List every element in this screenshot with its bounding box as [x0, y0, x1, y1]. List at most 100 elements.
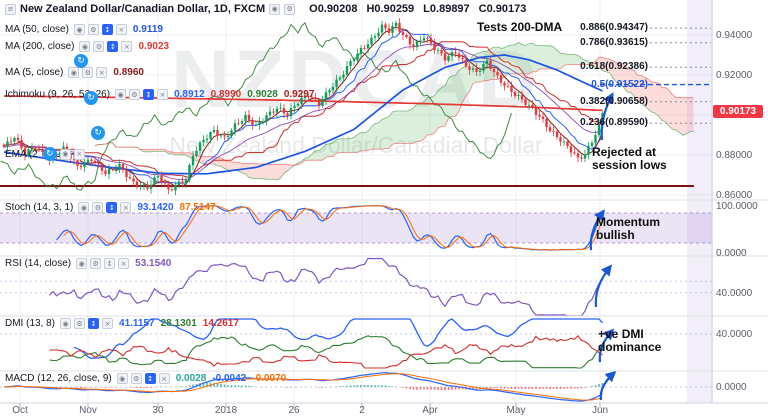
last-price-badge: 0.90173 [713, 104, 763, 118]
eye-icon[interactable]: ◉ [73, 24, 85, 35]
indicator-label[interactable]: MA (5, close) [5, 67, 64, 78]
arrows-icon[interactable]: ↕ [107, 41, 119, 52]
indicator-legend-ma200: MA (200, close) ◉ ⚙ ↕ × 0.9023 [5, 41, 169, 52]
indicator-label[interactable]: Stoch (14, 3, 1) [5, 202, 74, 213]
arrows-icon[interactable]: ↕ [144, 373, 156, 384]
refresh-icon[interactable]: ↻ [74, 54, 88, 68]
close-icon[interactable]: × [120, 202, 132, 213]
settings-icon[interactable]: ⚙ [93, 41, 105, 52]
ohlc-open-label: O [309, 3, 318, 15]
arrows-icon[interactable]: ↕ [88, 318, 100, 329]
fib-label[interactable]: 0.236(0.89590) [580, 117, 648, 129]
arrows-icon[interactable]: ↕ [143, 89, 155, 100]
eye-icon[interactable]: ◉ [269, 3, 281, 15]
annotation-line: bullish [596, 228, 635, 242]
indicator-value: 53.1540 [135, 258, 172, 269]
settings-icon[interactable]: ⚙ [82, 67, 94, 78]
eye-icon[interactable]: ◉ [59, 148, 71, 160]
ohlc-high-label: H [366, 3, 375, 15]
eye-icon[interactable]: ◉ [78, 202, 90, 213]
refresh-icon[interactable]: ↻ [91, 126, 105, 140]
time-axis-label: 2 [359, 405, 365, 416]
close-icon[interactable]: × [158, 373, 170, 384]
indicator-label[interactable]: MA (200, close) [5, 41, 75, 52]
close-icon[interactable]: × [121, 41, 133, 52]
time-axis[interactable]: Oct Nov 30 2018 26 2 Apr May Jun [0, 405, 768, 419]
eye-icon[interactable]: ◉ [115, 89, 127, 100]
indicator-value: 0.9119 [132, 24, 163, 35]
arrows-icon[interactable]: ↕ [104, 258, 116, 269]
symbol-title[interactable]: New Zealand Dollar/Canadian Dollar, 1D, … [20, 3, 266, 15]
price-axis-label: 0.94000 [716, 30, 753, 41]
time-axis-label: Oct [12, 405, 28, 416]
ohlc-low: L0.89897 [423, 3, 470, 15]
settings-icon[interactable]: ⚙ [74, 318, 86, 329]
indicator-label[interactable]: Ichimoku (9, 26, 52, 26) [5, 89, 111, 100]
eye-icon[interactable]: ◉ [116, 373, 128, 384]
close-icon[interactable]: × [102, 318, 114, 329]
eye-icon[interactable]: ◉ [60, 318, 72, 329]
eye-icon[interactable]: ◉ [79, 41, 91, 52]
eye-icon[interactable]: ◉ [76, 258, 88, 269]
annotation-rejected-session-lows[interactable]: Rejected at session lows [592, 146, 667, 172]
indicator-legend-dmi: DMI (13, 8) ◉ ⚙ ↕ × 41.1157 28.1301 14.2… [5, 318, 239, 329]
settings-icon[interactable]: ⚙ [90, 258, 102, 269]
indicator-value: 87.5147 [179, 202, 216, 213]
fib-label[interactable]: 0.5(0.91522) [591, 78, 648, 90]
ohlc-open: O0.90208 [309, 3, 357, 15]
close-icon[interactable]: × [115, 24, 127, 35]
time-axis-label: 30 [152, 405, 164, 416]
ohlc-close-value: 0.90173 [486, 3, 527, 15]
indicator-value: -0.0042 [212, 373, 247, 384]
ohlc-low-value: 0.89897 [429, 3, 470, 15]
arrows-icon[interactable]: ↕ [106, 202, 118, 213]
arrows-icon[interactable]: ↕ [101, 24, 113, 35]
indicator-value: 14.2617 [202, 318, 239, 329]
fib-label[interactable]: 0.382(0.90658) [580, 95, 648, 107]
indicator-legend-rsi: RSI (14, close) ◉ ⚙ ↕ × 53.1540 [5, 258, 171, 269]
close-icon[interactable]: × [157, 89, 169, 100]
close-icon[interactable]: × [73, 148, 85, 160]
annotation-momentum-bullish[interactable]: Momentum bullish [596, 216, 660, 242]
indicator-label[interactable]: RSI (14, close) [5, 258, 72, 269]
annotation-line: +ve DMI [598, 327, 644, 341]
indicator-label[interactable]: MACD (12, 26, close, 9) [5, 373, 112, 384]
settings-icon[interactable]: ⚙ [130, 373, 142, 384]
close-icon[interactable]: × [96, 67, 108, 78]
ohlc-close: C0.90173 [479, 3, 527, 15]
indicator-legend-stoch: Stoch (14, 3, 1) ◉ ⚙ ↕ × 93.1420 87.5147 [5, 202, 216, 213]
ohlc-high-value: 0.90259 [374, 3, 415, 15]
ohlc-high: H0.90259 [366, 3, 414, 15]
price-axis-label: 0.88000 [716, 150, 753, 161]
indicator-value: 0.8960 [113, 67, 144, 78]
fib-label[interactable]: 0.618(0.92386) [580, 61, 648, 73]
annotation-line: dominance [598, 340, 662, 354]
ohlc-readout: O0.90208 H0.90259 L0.89897 C0.90173 [309, 3, 526, 15]
eye-icon[interactable]: ◉ [68, 67, 80, 78]
indicator-label[interactable]: MA (50, close) [5, 24, 69, 35]
indicator-legend-ichimoku: Ichimoku (9, 26, 52, 26) ◉ ⚙ ↕ × 0.8912 … [5, 89, 314, 100]
ohlc-low-label: L [423, 3, 430, 15]
price-axis[interactable]: 0.94000 0.92000 0.88000 0.86000 0.90173 … [712, 0, 768, 403]
refresh-icon[interactable]: ↻ [84, 91, 98, 105]
settings-icon[interactable]: ⚙ [92, 202, 104, 213]
fib-label[interactable]: 0.786(0.93615) [580, 36, 648, 48]
close-icon[interactable]: × [118, 258, 130, 269]
indicator-label[interactable]: DMI (13, 8) [5, 318, 56, 329]
indicator-value: 0.9028 [247, 89, 278, 100]
annotation-dmi-dominance[interactable]: +ve DMI dominance [598, 328, 661, 354]
time-axis-label: 2018 [214, 405, 238, 416]
indicator-value: 0.9023 [138, 41, 170, 52]
indicator-label[interactable]: EMA (2 [5, 148, 38, 160]
settings-icon[interactable]: ⚙ [87, 24, 99, 35]
fib-label[interactable]: 0.886(0.94347) [580, 22, 648, 34]
annotation-tests-200dma[interactable]: Tests 200-DMA [477, 21, 562, 34]
settings-icon[interactable]: ⚙ [284, 3, 296, 15]
stoch-axis-label: 100.0000 [716, 201, 758, 212]
settings-icon[interactable]: ⚙ [129, 89, 141, 100]
indicator-value: 93.1420 [137, 202, 174, 213]
symbol-menu-icon[interactable]: ≡ [5, 3, 16, 15]
indicator-legend-ema: EMA (2 ↻ ◉ × [5, 147, 85, 161]
refresh-icon[interactable]: ↻ [42, 147, 57, 161]
